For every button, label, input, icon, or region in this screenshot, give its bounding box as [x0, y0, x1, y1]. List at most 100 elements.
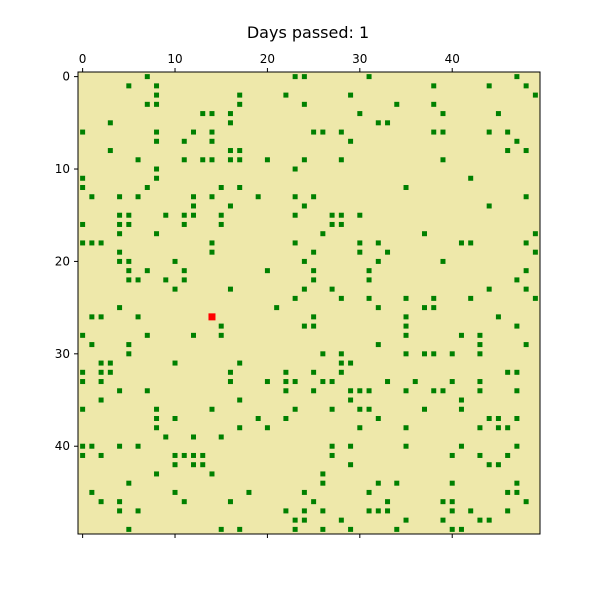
tree-cell: [329, 443, 335, 449]
tree-cell: [117, 231, 123, 237]
tree-cell: [486, 203, 492, 209]
tree-cell: [283, 388, 289, 394]
tree-cell: [348, 443, 354, 449]
tree-cell: [311, 194, 317, 200]
tree-cell: [366, 295, 372, 301]
tree-cell: [348, 397, 354, 403]
tree-cell: [514, 443, 520, 449]
tree-cell: [523, 286, 529, 292]
tree-cell: [449, 480, 455, 486]
tree-cell: [357, 388, 363, 394]
tree-cell: [449, 526, 455, 532]
tree-cell: [163, 434, 169, 440]
tree-cell: [458, 332, 464, 338]
tree-cell: [338, 517, 344, 523]
tree-cell: [514, 277, 520, 283]
tree-cell: [311, 499, 317, 505]
tree-cell: [218, 434, 224, 440]
tree-cell: [117, 258, 123, 264]
tree-cell: [209, 249, 215, 255]
tree-cell: [514, 369, 520, 375]
tree-cell: [338, 212, 344, 218]
tree-cell: [126, 480, 132, 486]
tree-cell: [80, 443, 86, 449]
tree-cell: [172, 489, 178, 495]
tree-cell: [422, 351, 427, 357]
tree-cell: [320, 508, 326, 514]
tree-cell: [505, 452, 511, 458]
tree-cell: [449, 379, 455, 385]
tree-cell: [126, 268, 132, 274]
tree-cell: [523, 148, 529, 154]
tree-cell: [431, 295, 437, 301]
tree-cell: [348, 388, 354, 394]
tree-cell: [172, 360, 178, 366]
tree-cell: [117, 305, 123, 311]
tree-cell: [366, 406, 372, 412]
tree-cell: [80, 379, 86, 385]
tree-cell: [301, 517, 307, 523]
tree-cell: [431, 351, 437, 357]
tree-cell: [514, 416, 520, 421]
tree-cell: [218, 526, 224, 532]
tree-cell: [209, 157, 215, 163]
tree-cell: [89, 342, 95, 348]
tree-cell: [505, 148, 511, 154]
tree-cell: [338, 360, 344, 366]
tree-cell: [357, 111, 363, 117]
tree-cell: [403, 323, 409, 329]
tree-cell: [126, 212, 132, 218]
tree-cell: [117, 212, 123, 218]
tree-cell: [320, 129, 326, 135]
tree-cell: [154, 129, 160, 135]
tree-cell: [209, 138, 215, 144]
tree-cell: [375, 508, 381, 514]
tree-cell: [292, 379, 298, 385]
tree-cell: [311, 268, 317, 274]
tree-cell: [301, 286, 307, 292]
tree-cell: [505, 489, 511, 495]
tree-cell: [80, 185, 86, 190]
tree-cell: [144, 74, 150, 80]
tree-cell: [440, 129, 446, 135]
tree-cell: [209, 406, 215, 412]
tree-cell: [366, 388, 372, 394]
tree-cell: [144, 268, 150, 274]
tree-cell: [320, 351, 326, 357]
tree-cell: [329, 286, 335, 292]
tree-cell: [348, 360, 354, 366]
tree-cell: [311, 369, 317, 375]
tree-cell: [191, 194, 196, 200]
tree-cell: [403, 388, 409, 394]
tree-cell: [301, 323, 307, 329]
tree-cell: [394, 526, 400, 532]
tree-cell: [117, 499, 123, 505]
tree-cell: [403, 295, 409, 301]
tree-cell: [375, 240, 381, 246]
tree-cell: [191, 434, 196, 440]
tree-cell: [385, 508, 391, 514]
tree-cell: [477, 342, 483, 348]
tree-cell: [375, 342, 381, 348]
tree-cell: [532, 249, 538, 255]
tree-cell: [486, 286, 492, 292]
tree-cell: [227, 148, 233, 154]
tree-cell: [348, 138, 354, 144]
tree-cell: [329, 452, 335, 458]
x-tick-label: 20: [260, 52, 275, 66]
tree-cell: [348, 462, 354, 468]
tree-cell: [126, 342, 132, 348]
tree-cell: [403, 351, 409, 357]
tree-cell: [237, 148, 243, 154]
tree-cell: [385, 120, 391, 126]
tree-cell: [301, 101, 307, 107]
tree-cell: [357, 249, 363, 255]
tree-cell: [89, 489, 95, 495]
tree-cell: [227, 369, 233, 375]
tree-cell: [440, 388, 446, 394]
tree-cell: [283, 379, 289, 385]
tree-cell: [264, 379, 270, 385]
tree-cell: [311, 388, 317, 394]
tree-cell: [172, 416, 178, 421]
